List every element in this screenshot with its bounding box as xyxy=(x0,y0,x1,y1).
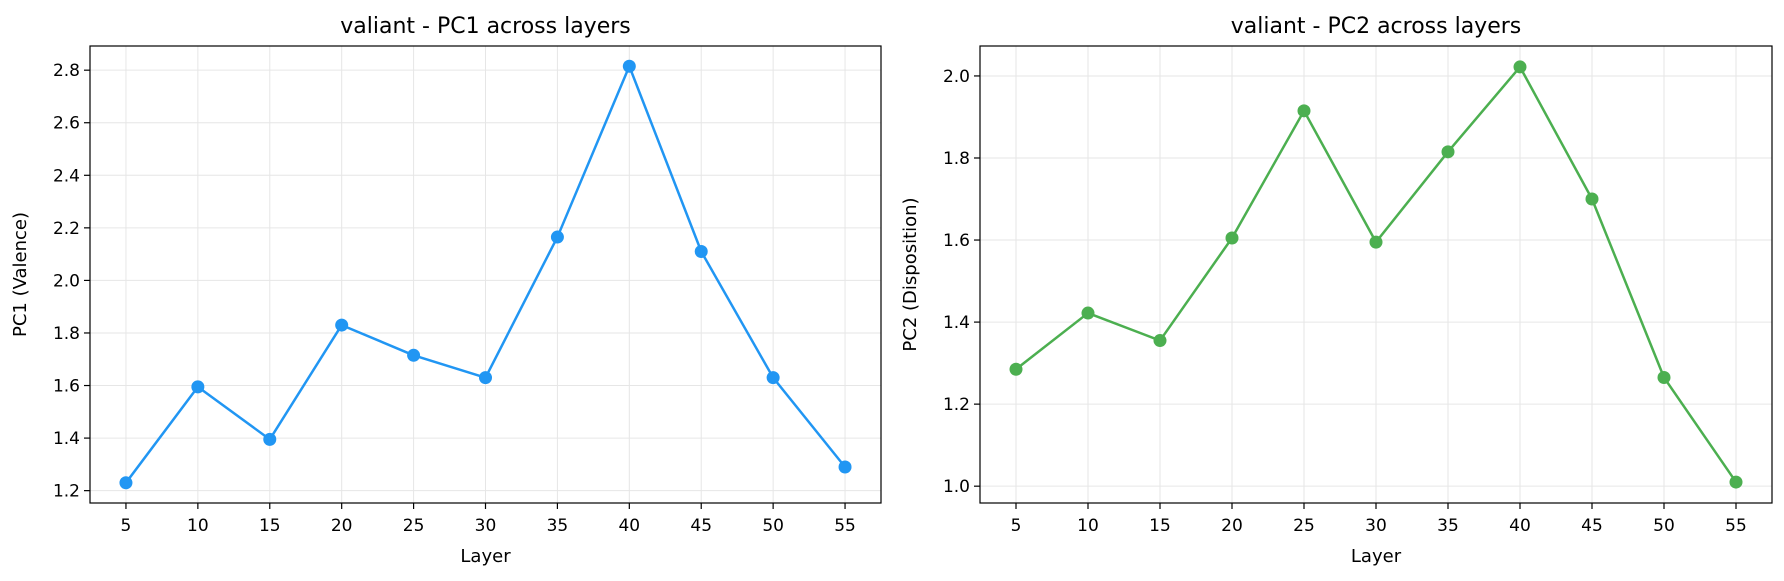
data-point xyxy=(1585,192,1599,206)
y-tick-label: 2.0 xyxy=(53,271,80,291)
x-axis-label: Layer xyxy=(1351,546,1402,567)
x-axis-label: Layer xyxy=(460,546,511,567)
data-point xyxy=(1441,145,1455,159)
x-tick-label: 35 xyxy=(1437,516,1459,536)
data-point xyxy=(1369,235,1383,249)
data-point xyxy=(550,230,564,244)
y-tick-label: 2.8 xyxy=(53,61,80,81)
x-tick-label: 20 xyxy=(1221,516,1243,536)
data-point xyxy=(622,59,636,73)
data-point xyxy=(1657,370,1671,384)
y-tick-label: 2.0 xyxy=(943,67,970,87)
x-tick-label: 55 xyxy=(834,516,856,536)
data-point xyxy=(479,371,492,385)
chart-title: valiant - PC1 across layers xyxy=(340,14,631,39)
x-tick-label: 50 xyxy=(762,516,784,536)
y-tick-label: 1.4 xyxy=(943,313,970,333)
y-tick-label: 1.2 xyxy=(53,482,80,502)
y-axis-label: PC1 (Valence) xyxy=(10,212,31,337)
data-point xyxy=(407,348,421,362)
y-tick-label: 1.8 xyxy=(943,149,970,169)
data-point xyxy=(694,245,708,259)
data-point xyxy=(1297,104,1311,118)
x-tick-label: 10 xyxy=(187,516,209,536)
x-tick-label: 55 xyxy=(1725,516,1747,536)
data-point xyxy=(263,432,277,446)
data-point xyxy=(335,318,349,332)
y-tick-label: 1.6 xyxy=(53,377,80,397)
x-tick-label: 20 xyxy=(331,516,353,536)
chart-2: 5 10 15 20 25 30 35 40 45 50 55 1.0 1.2 1.4 1.6 1.8 2.0 v… xyxy=(900,14,1773,567)
x-tick-label: 30 xyxy=(475,516,497,536)
data-point xyxy=(766,371,780,385)
y-tick-label: 2.2 xyxy=(53,219,80,239)
y-tick-label: 1.8 xyxy=(53,324,80,344)
data-point xyxy=(1081,306,1095,320)
data-point xyxy=(1513,60,1527,74)
x-tick-label: 15 xyxy=(1149,516,1171,536)
data-point xyxy=(119,476,133,490)
x-tick-label: 35 xyxy=(547,516,569,536)
x-tick-label: 50 xyxy=(1653,516,1675,536)
chart-title: valiant - PC2 across layers xyxy=(1231,14,1522,39)
grid xyxy=(980,46,1772,503)
x-tick-label: 10 xyxy=(1077,516,1099,536)
data-point xyxy=(1729,475,1743,489)
x-tick-label: 5 xyxy=(1011,516,1022,536)
x-tick-label: 30 xyxy=(1365,516,1387,536)
y-tick-label: 2.6 xyxy=(53,114,80,134)
data-point xyxy=(1225,231,1239,245)
x-tick-label: 45 xyxy=(1581,516,1603,536)
y-tick-label: 2.4 xyxy=(53,166,80,186)
data-point xyxy=(1009,362,1023,376)
y-axis-label: PC2 (Disposition) xyxy=(900,197,921,351)
x-tick-label: 15 xyxy=(259,516,281,536)
y-tick-label: 1.0 xyxy=(943,477,970,497)
chart-1: 5 10 15 20 25 30 35 40 45 50 55 1.2 1.4 1.6 1.8 2.0 2.2 2… xyxy=(10,14,882,567)
data-point xyxy=(1153,334,1167,348)
x-tick-label: 5 xyxy=(121,516,132,536)
x-tick-label: 25 xyxy=(403,516,425,536)
y-tick-label: 1.2 xyxy=(943,395,970,415)
data-point xyxy=(838,460,852,474)
x-tick-label: 40 xyxy=(618,516,640,536)
x-tick-label: 45 xyxy=(690,516,712,536)
x-tick-label: 25 xyxy=(1293,516,1315,536)
x-tick-label: 40 xyxy=(1509,516,1531,536)
y-tick-label: 1.6 xyxy=(943,231,970,251)
grid xyxy=(90,46,881,503)
data-point xyxy=(191,380,205,394)
y-tick-label: 1.4 xyxy=(53,429,80,449)
